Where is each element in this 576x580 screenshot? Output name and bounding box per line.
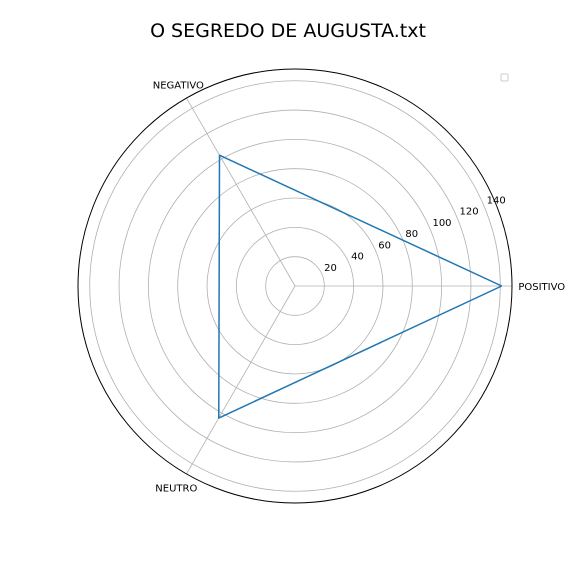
- series-layer: [219, 155, 502, 418]
- legend-box: [501, 74, 508, 81]
- radial-tick-label-140: 140: [487, 195, 506, 206]
- radial-tick-label-20: 20: [324, 263, 337, 274]
- radial-tick-label-60: 60: [378, 240, 391, 251]
- category-label-neutro: NEUTRO: [155, 484, 197, 495]
- radial-tick-label-100: 100: [432, 218, 451, 229]
- spoke-negativo: [187, 98, 296, 286]
- spoke-layer: [187, 98, 513, 474]
- category-label-positivo: POSITIVO: [518, 282, 565, 293]
- category-label-negativo: NEGATIVO: [153, 80, 204, 91]
- series-line-0: [219, 155, 502, 418]
- category-labels: POSITIVO NEGATIVO NEUTRO: [153, 80, 566, 494]
- chart-title: O SEGREDO DE AUGUSTA.txt: [0, 20, 576, 42]
- radial-tick-labels: 20 40 60 80 100 120 140: [324, 195, 506, 273]
- radial-tick-label-40: 40: [351, 252, 364, 263]
- spoke-neutro: [187, 286, 296, 474]
- radial-tick-label-120: 120: [460, 207, 479, 218]
- radial-tick-label-80: 80: [405, 229, 418, 240]
